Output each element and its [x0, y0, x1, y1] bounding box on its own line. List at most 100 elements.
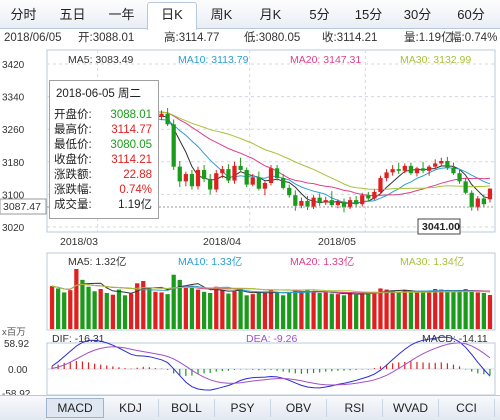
macd-bar [489, 369, 491, 376]
indicator-tab-psy[interactable]: PSY [215, 399, 271, 417]
volume-bar [171, 274, 176, 329]
vol-legend-ma10: MA10: 1.33亿 [178, 255, 242, 268]
volume-unit-label: x百万 [2, 327, 26, 338]
volume-bar [433, 289, 438, 329]
volume-bar [244, 295, 249, 329]
candle-body [457, 173, 462, 182]
macd-bar [373, 368, 375, 369]
volume-bar [378, 288, 383, 329]
indicator-tab-wvad[interactable]: WVAD [383, 399, 439, 417]
volume-bar [475, 292, 480, 329]
macd-axis-mid: 0.00 [8, 365, 28, 376]
price-y-tick: 3180 [2, 158, 25, 169]
volume-bar [116, 289, 122, 329]
candle-body [299, 200, 304, 206]
tab-timeshare[interactable]: 分时 [10, 7, 37, 22]
macd-bar [94, 363, 96, 369]
info-high: 高:3114.77 [164, 32, 220, 44]
info-low: 低:3080.05 [244, 32, 301, 44]
volume-bar [329, 293, 334, 329]
volume-bar [463, 289, 468, 329]
macd-bar [130, 368, 132, 370]
tab-5min[interactable]: 5分 [309, 7, 330, 22]
macd-bar [221, 369, 223, 372]
tab-five-day[interactable]: 五日 [59, 7, 86, 22]
tab-one-year[interactable]: 一年 [108, 7, 135, 22]
candle-body [372, 191, 377, 199]
tooltip-row-volume: 成交量: 1.19亿 [54, 198, 154, 213]
volume-bar [208, 293, 213, 329]
volume-bar [68, 290, 73, 329]
volume-bar [141, 281, 146, 329]
volume-bar [238, 289, 243, 329]
candle-body [354, 200, 359, 205]
macd-bar [471, 369, 473, 372]
volume-bar [317, 293, 322, 329]
macd-bar [106, 365, 108, 369]
macd-bar [355, 369, 357, 370]
volume-bar [274, 293, 280, 329]
volume-bar [420, 290, 426, 329]
chart-canvas[interactable]: 3420 3340 3260 3180 3100 3020 MA5: 3083.49 MA… [0, 47, 500, 413]
macd-bar [203, 369, 205, 374]
macd-bar [227, 369, 230, 371]
candle-body [177, 166, 182, 182]
tab-daily-k[interactable]: 日K [147, 2, 197, 30]
macd-bar [446, 363, 448, 369]
candle-body [402, 165, 407, 171]
volume-bar [232, 291, 237, 329]
macd-bar [422, 362, 424, 369]
tab-60min[interactable]: 60分 [457, 7, 485, 22]
candle-body [250, 177, 255, 185]
tab-15min[interactable]: 15分 [354, 7, 383, 22]
volume-bar [256, 292, 261, 329]
tooltip-row-close: 收盘价: 3114.21 [54, 153, 154, 168]
macd-bar [197, 369, 199, 375]
macd-axis-bottom: -58.92 [2, 389, 31, 400]
candle-body [487, 188, 493, 200]
indicator-tab-cci[interactable]: CCI [439, 399, 495, 417]
vol-legend-ma20: MA20: 1.33亿 [290, 255, 354, 268]
volume-bar [341, 295, 347, 329]
candle-body [445, 160, 450, 168]
macd-dif-dea-lines [51, 336, 491, 391]
dea-line [51, 342, 491, 386]
macd-bar [87, 362, 90, 369]
tooltip-label-low: 最低价: [54, 139, 92, 151]
volume-bar [226, 293, 231, 329]
volume-bar [396, 291, 401, 329]
tab-monthly-k[interactable]: 月K [259, 7, 282, 22]
macd-histogram [51, 361, 491, 377]
candle-body [262, 182, 268, 189]
volume-bar [372, 291, 377, 329]
macd-bar [63, 362, 65, 369]
candle-body [238, 165, 243, 170]
macd-bar [142, 366, 144, 369]
indicator-tab-macd[interactable]: MACD [46, 398, 104, 418]
macd-bar [209, 369, 211, 373]
candle-body [469, 192, 474, 208]
volume-bar [293, 290, 298, 329]
indicator-tab-boll[interactable]: BOLL [159, 399, 215, 417]
tab-30min[interactable]: 30分 [403, 7, 432, 22]
cursor-price-label: 3087.47 [3, 201, 41, 213]
volume-bar [390, 290, 395, 329]
macd-bar [51, 366, 53, 369]
candle-body [347, 200, 353, 208]
macd-legend-dea: DEA: -9.26 [246, 333, 298, 345]
volume-bar-series [49, 269, 493, 329]
volume-bar [165, 294, 170, 329]
volume-bar [128, 293, 134, 329]
volume-bar [147, 288, 152, 329]
macd-bar [167, 369, 169, 370]
macd-bar [379, 366, 382, 369]
volume-bar [347, 293, 353, 329]
indicator-tab-kdj[interactable]: KDJ [103, 399, 159, 417]
indicator-tab-rsi[interactable]: RSI [327, 399, 383, 417]
volume-bar [201, 291, 207, 329]
volume-bar [110, 294, 115, 329]
macd-bar [239, 369, 242, 370]
tab-weekly-k[interactable]: 周K [210, 7, 233, 22]
indicator-tab-obv[interactable]: OBV [271, 399, 327, 417]
macd-bar [100, 364, 102, 369]
